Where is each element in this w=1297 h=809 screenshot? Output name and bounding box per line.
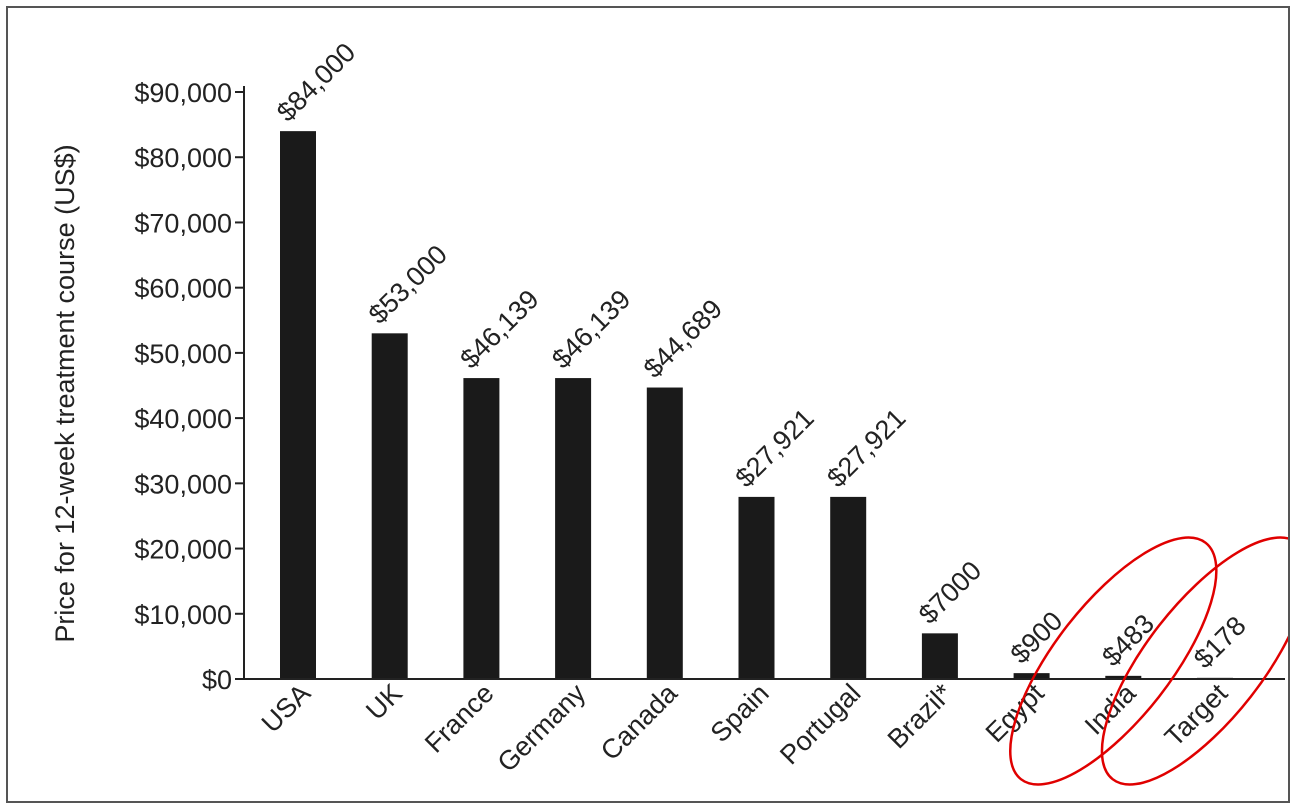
- y-tick-label: $0: [202, 665, 232, 695]
- x-category-label: Target: [1159, 678, 1234, 753]
- bar-canada: [646, 387, 683, 679]
- x-category-label: Brazil*: [882, 678, 959, 755]
- y-tick-label: $10,000: [134, 600, 232, 630]
- highlight-ellipse-india: [1009, 536, 1218, 786]
- bar-chart: Price for 12-week treatment course (US$)…: [50, 37, 1288, 786]
- y-tick-label: $80,000: [134, 143, 232, 173]
- y-tick-label: $90,000: [134, 78, 232, 108]
- bar-germany: [555, 378, 592, 679]
- highlight-ellipse-target: [1100, 536, 1288, 786]
- data-label: $178: [1188, 610, 1252, 674]
- y-tick-label: $70,000: [134, 208, 232, 238]
- bar-egypt: [1013, 673, 1050, 679]
- x-category-label: Spain: [705, 678, 775, 748]
- data-label: $483: [1096, 608, 1160, 672]
- y-axis-title: Price for 12-week treatment course (US$): [50, 144, 80, 642]
- data-label: $27,921: [730, 403, 820, 493]
- bar-portugal: [830, 496, 867, 679]
- data-label: $7000: [913, 555, 987, 629]
- x-category-label: Germany: [492, 678, 592, 778]
- bar-india: [1105, 675, 1142, 679]
- x-category-label: Portugal: [774, 678, 866, 770]
- y-tick-label: $50,000: [134, 339, 232, 369]
- data-label: $46,139: [546, 284, 636, 374]
- bar-usa: [280, 131, 316, 680]
- data-label: $84,000: [271, 37, 361, 127]
- bar-brazil: [921, 633, 958, 679]
- x-category-label: Canada: [595, 677, 684, 766]
- y-tick-label: $40,000: [134, 404, 232, 434]
- x-category-label: UK: [360, 678, 408, 726]
- y-tick-label: $30,000: [134, 469, 232, 499]
- x-category-label: France: [419, 678, 500, 759]
- bar-france: [463, 378, 500, 679]
- bar-uk: [371, 333, 408, 679]
- data-label: $53,000: [363, 239, 453, 329]
- chart-frame: Price for 12-week treatment course (US$)…: [6, 6, 1290, 803]
- y-tick-label: $20,000: [134, 535, 232, 565]
- x-category-label: Egypt: [980, 678, 1050, 748]
- bar-spain: [738, 496, 775, 679]
- y-tick-label: $60,000: [134, 274, 232, 304]
- x-category-label: USA: [256, 678, 316, 738]
- data-label: $44,689: [638, 294, 728, 384]
- data-label: $46,139: [454, 284, 544, 374]
- data-label: $27,921: [821, 403, 911, 493]
